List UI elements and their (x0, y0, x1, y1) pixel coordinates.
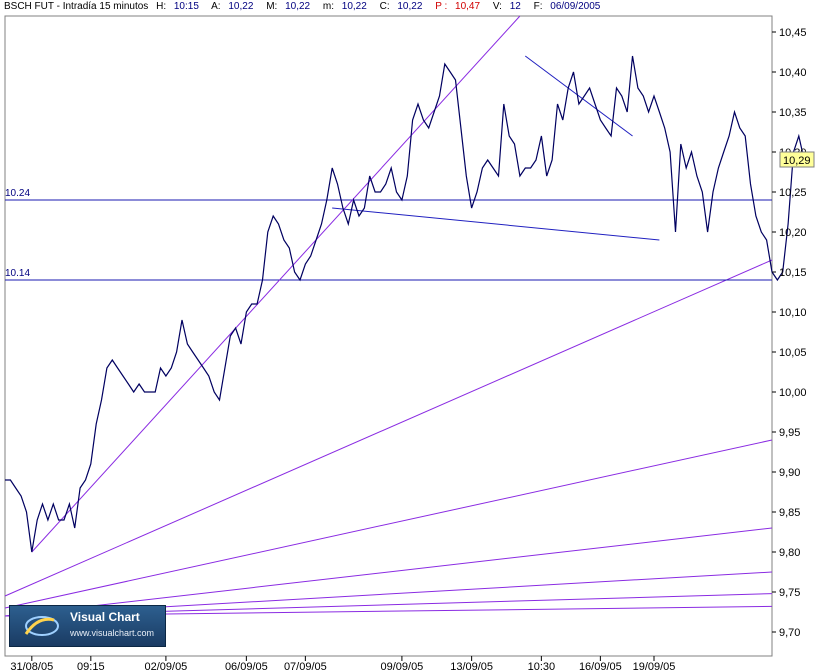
y-tick-label: 10,45 (779, 27, 807, 39)
trend-line-1[interactable] (31, 15, 521, 553)
y-tick-label: 9,90 (779, 467, 800, 479)
y-tick-label: 10,40 (779, 67, 807, 79)
current-price-marker (779, 151, 815, 168)
close-field: C: 10,22 (379, 1, 423, 12)
y-tick-label: 9,95 (779, 427, 800, 439)
y-tick-label: 9,80 (779, 547, 800, 559)
y-tick-label: 9,70 (779, 627, 800, 639)
low-field: m: 10,22 (322, 1, 367, 12)
y-tick-label: 9,75 (779, 587, 800, 599)
plot-frame (4, 15, 773, 657)
visual-chart-logo: Visual Chart www.visualchart.com (9, 605, 166, 647)
logo-title: Visual Chart (70, 610, 140, 624)
y-tick-label: 10,20 (779, 227, 807, 239)
y-tick-label: 10,35 (779, 107, 807, 119)
x-tick-label: 10:30 (528, 661, 556, 672)
y-tick-label: 10,00 (779, 387, 807, 399)
x-tick-label: 06/09/05 (225, 661, 268, 672)
logo-url: www.visualchart.com (70, 628, 155, 638)
price-field: P : 10,47 (435, 1, 481, 12)
y-tick-label: 10,25 (779, 187, 807, 199)
current-price-label: 10,29 (783, 155, 811, 167)
horizontal-line-label-1: 10.24 (5, 188, 30, 199)
horizontal-line-label-2: 10.14 (5, 268, 30, 279)
x-tick-label: 02/09/05 (144, 661, 187, 672)
x-tick-label: 09:15 (77, 661, 105, 672)
x-tick-label: 31/08/05 (10, 661, 53, 672)
y-tick-label: 10,15 (779, 267, 807, 279)
y-tick-label: 10,10 (779, 307, 807, 319)
symbol-title: BSCH FUT - Intradía 15 minutos (4, 1, 149, 12)
date-field: F: 06/09/2005 (533, 1, 601, 12)
x-tick-label: 09/09/05 (380, 661, 423, 672)
x-tick-label: 16/09/05 (579, 661, 622, 672)
volume-field: V: 12 (492, 1, 521, 12)
time-field: H: 10:15 (156, 1, 199, 12)
fan-line-3[interactable] (4, 527, 773, 617)
y-tick-label: 10,05 (779, 347, 807, 359)
x-tick-label: 13/09/05 (450, 661, 493, 672)
open-field: A: 10,22 (211, 1, 254, 12)
y-tick-label: 9,85 (779, 507, 800, 519)
x-tick-label: 19/09/05 (633, 661, 676, 672)
fan-line-2[interactable] (4, 439, 773, 609)
visual-chart-logo-icon (20, 612, 60, 640)
trend-line-3[interactable] (524, 55, 633, 137)
x-tick-label: 07/09/05 (284, 661, 327, 672)
chart-header: BSCH FUT - Intradía 15 minutos H: 10:15 … (0, 0, 600, 14)
fan-line-1[interactable] (4, 259, 773, 597)
trend-line-2[interactable] (332, 207, 660, 241)
price-series-line[interactable] (5, 55, 805, 553)
high-field: M: 10,22 (266, 1, 311, 12)
